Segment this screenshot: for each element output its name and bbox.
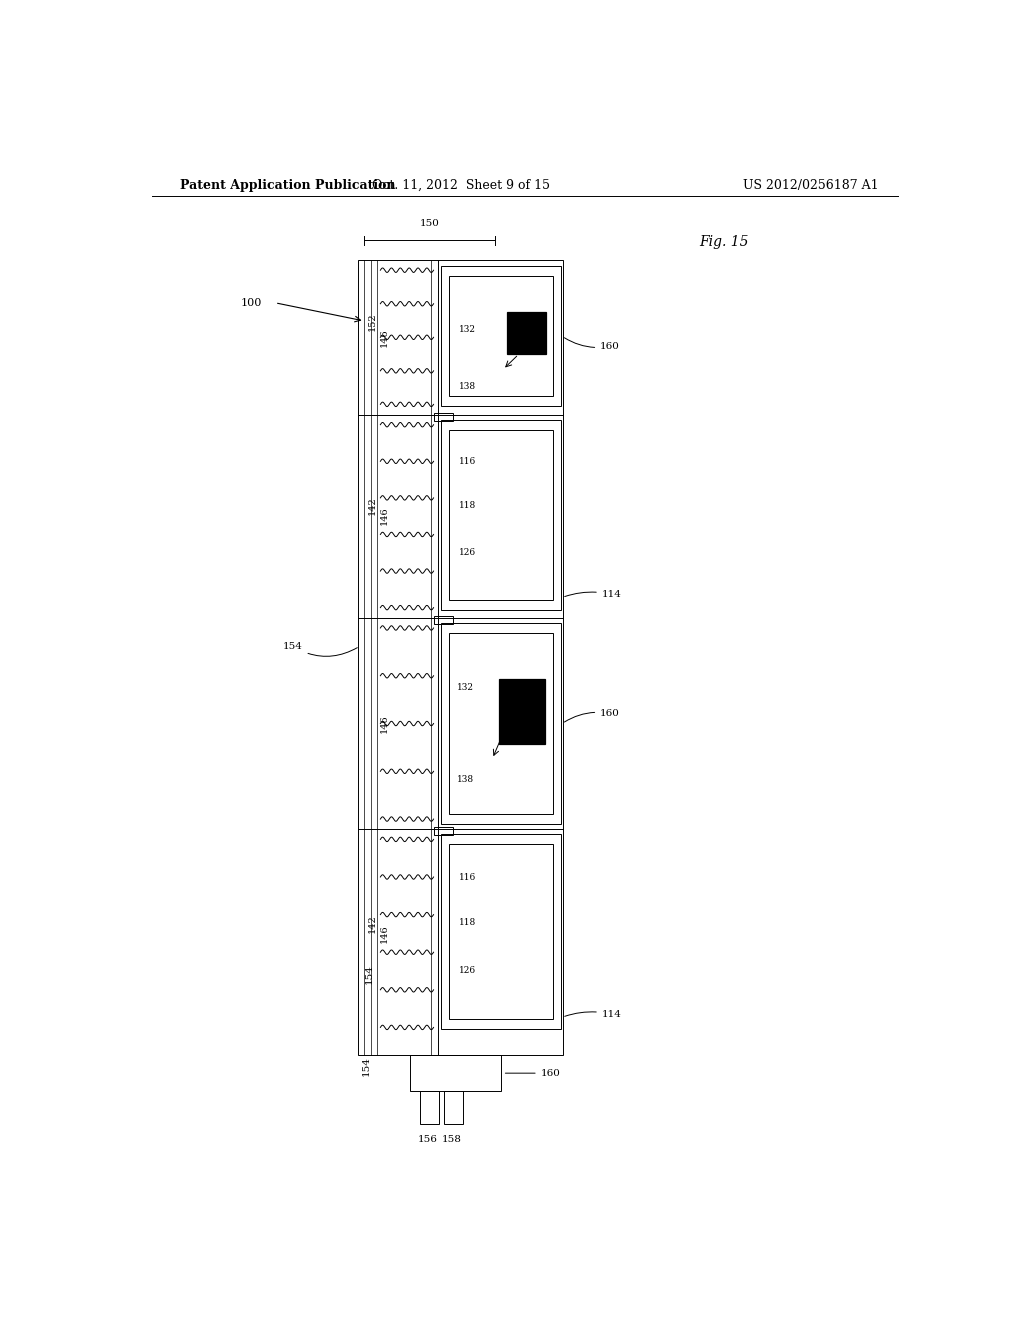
Bar: [433, 412, 454, 421]
Text: 160: 160: [506, 1069, 560, 1077]
Bar: [450, 845, 553, 1019]
Bar: [420, 1092, 439, 1125]
Text: 154: 154: [283, 642, 357, 656]
Text: 152: 152: [368, 313, 377, 331]
Text: Fig. 15: Fig. 15: [699, 235, 749, 248]
Text: 146: 146: [380, 924, 389, 942]
Bar: [499, 680, 545, 743]
Text: 160: 160: [564, 709, 621, 722]
Bar: [433, 828, 454, 836]
Text: 138: 138: [459, 381, 476, 391]
Bar: [441, 834, 560, 1030]
Text: 116: 116: [459, 457, 476, 466]
Bar: [433, 615, 454, 624]
Text: 150: 150: [420, 219, 439, 228]
Text: 118: 118: [459, 917, 476, 927]
Text: 126: 126: [459, 966, 476, 975]
Text: Patent Application Publication: Patent Application Publication: [179, 178, 395, 191]
Text: 158: 158: [441, 1135, 462, 1143]
Text: 146: 146: [380, 327, 389, 347]
Bar: [450, 634, 553, 814]
Text: 116: 116: [459, 873, 476, 882]
Text: 146: 146: [380, 507, 389, 525]
Text: US 2012/0256187 A1: US 2012/0256187 A1: [742, 178, 879, 191]
Bar: [450, 430, 553, 599]
Bar: [410, 1055, 501, 1092]
Text: 132: 132: [458, 682, 474, 692]
Text: Oct. 11, 2012  Sheet 9 of 15: Oct. 11, 2012 Sheet 9 of 15: [373, 178, 550, 191]
Text: 146: 146: [380, 714, 389, 733]
Bar: [441, 267, 560, 407]
Text: 160: 160: [564, 338, 621, 351]
Text: 132: 132: [459, 325, 476, 334]
Text: 154: 154: [361, 1056, 371, 1076]
Bar: [450, 276, 553, 396]
Text: 156: 156: [418, 1135, 438, 1143]
Text: 100: 100: [241, 298, 262, 308]
Bar: [358, 260, 563, 1055]
Bar: [507, 313, 546, 354]
Bar: [441, 623, 560, 824]
Text: 126: 126: [459, 548, 476, 557]
Text: 142: 142: [368, 913, 377, 933]
Text: 142: 142: [368, 496, 377, 515]
Text: 118: 118: [459, 500, 476, 510]
Text: 114: 114: [564, 1010, 622, 1019]
Text: 154: 154: [365, 964, 374, 983]
Bar: [441, 420, 560, 610]
Bar: [443, 1092, 463, 1125]
Text: 138: 138: [458, 775, 474, 784]
Text: 114: 114: [564, 590, 622, 599]
